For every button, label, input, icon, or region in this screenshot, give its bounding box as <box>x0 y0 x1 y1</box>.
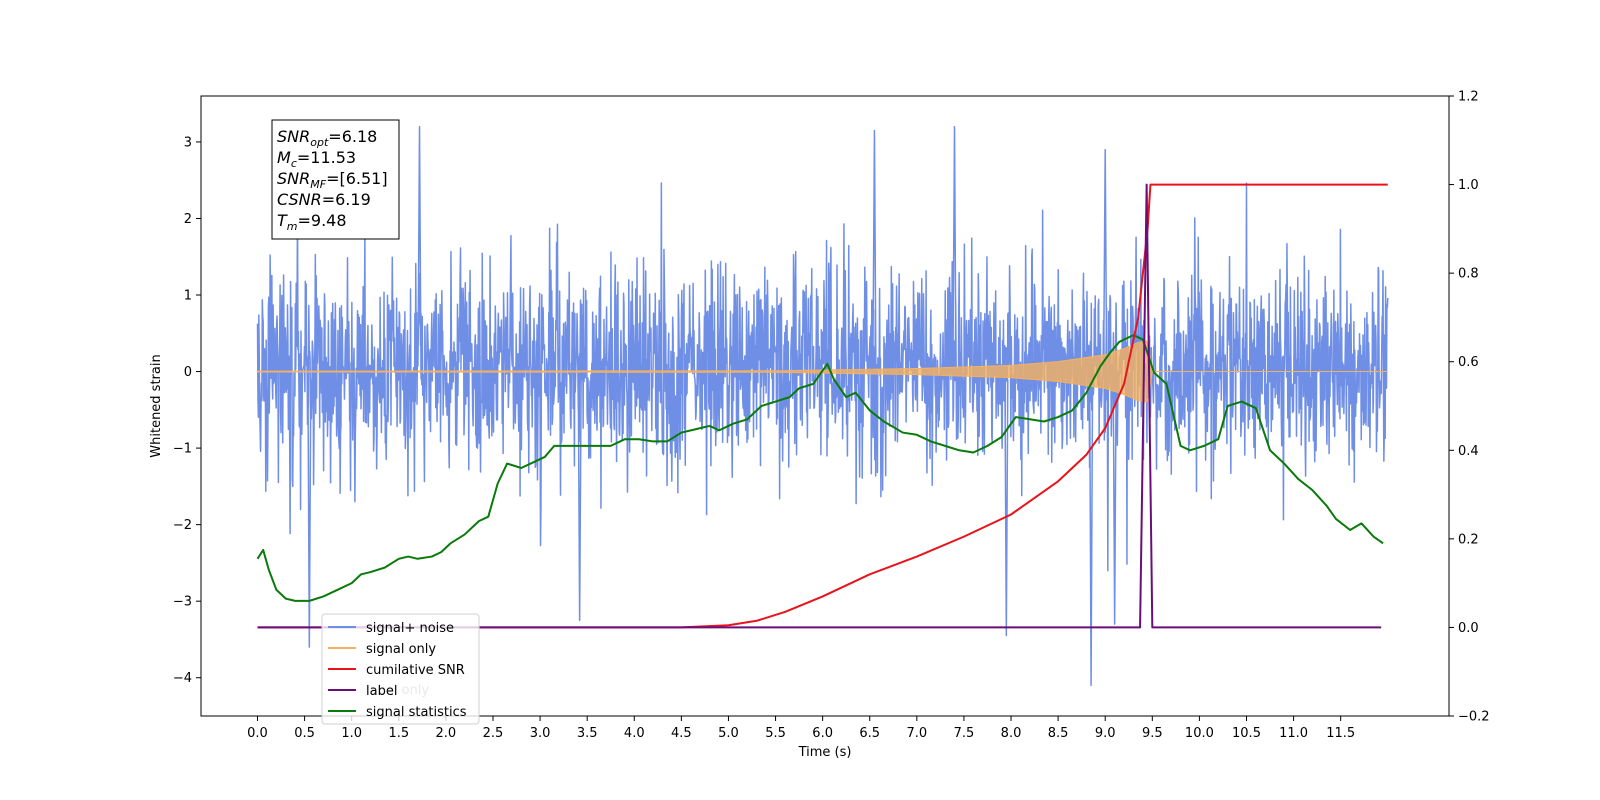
x-tick-label: 9.5 <box>1142 726 1163 741</box>
legend-entry-label: cumilative SNR <box>366 663 465 678</box>
legend-entry-label: signal+ noise <box>366 621 454 636</box>
legend-entry-label: signal only <box>366 642 436 657</box>
y-left-tick-label: −2 <box>173 518 192 533</box>
series-signal-noise <box>256 125 1389 687</box>
x-tick-label: 4.0 <box>624 726 645 741</box>
x-tick-label: 10.0 <box>1185 726 1214 741</box>
y-left-tick-label: −4 <box>173 671 192 686</box>
annotation-line: SNRopt=6.18 <box>277 127 377 149</box>
y-right-tick-label: 1.2 <box>1458 90 1479 105</box>
x-tick-label: 5.5 <box>765 726 786 741</box>
annotation-line: Mc=11.53 <box>277 148 356 170</box>
y-right-tick-label: 0.2 <box>1458 532 1479 547</box>
x-tick-label: 1.5 <box>388 726 409 741</box>
plot-area <box>256 125 1389 687</box>
y-axis-label-left: Whitened strain <box>149 354 164 457</box>
x-tick-label: 5.0 <box>718 726 739 741</box>
annotation-line: Tm=9.48 <box>277 211 347 233</box>
x-tick-label: 7.0 <box>906 726 927 741</box>
x-tick-label: 10.5 <box>1232 726 1261 741</box>
y-left-tick-label: 0 <box>184 365 192 380</box>
y-right-tick-label: −0.2 <box>1458 710 1490 725</box>
annotation-line: SNRMF=[6.51] <box>277 169 388 191</box>
x-tick-label: 8.5 <box>1048 726 1069 741</box>
x-tick-label: 11.5 <box>1326 726 1355 741</box>
legend-frame <box>321 613 480 725</box>
x-tick-label: 3.0 <box>530 726 551 741</box>
series-label <box>257 183 1382 629</box>
y-right-tick-label: 1.0 <box>1458 178 1479 193</box>
y-left-tick-label: −3 <box>173 595 192 610</box>
x-tick-label: 6.0 <box>812 726 833 741</box>
annotation-box: SNRopt=6.18Mc=11.53SNRMF=[6.51]CSNR=6.19… <box>271 119 400 240</box>
legend-entry-label: signal statistics <box>366 705 467 720</box>
x-tick-label: 2.5 <box>483 726 504 741</box>
x-axis-label: Time (s) <box>798 745 852 760</box>
x-tick-label: 9.0 <box>1095 726 1116 741</box>
series-signal-statistics <box>256 334 1384 602</box>
x-tick-label: 11.0 <box>1279 726 1308 741</box>
x-tick-label: 1.0 <box>341 726 362 741</box>
x-tick-label: 0.5 <box>294 726 315 741</box>
x-tick-label: 2.0 <box>436 726 457 741</box>
y-right-tick-label: 0.0 <box>1458 621 1479 636</box>
x-tick-label: 3.5 <box>577 726 598 741</box>
annotation-line: CSNR=6.19 <box>277 190 371 209</box>
x-tick-label: 7.5 <box>954 726 975 741</box>
x-tick-label: 6.5 <box>859 726 880 741</box>
x-tick-label: 4.5 <box>671 726 692 741</box>
annotation-frame <box>271 119 400 240</box>
axes-ticks: 0.0 0.5 1.0 1.5 2.0 2.5 3.0 3.5 4.0 4.5 5.0 5.5 6.0 6… <box>173 90 1490 742</box>
x-tick-label: 0.0 <box>247 726 268 741</box>
legend-entry-label: label <box>366 684 397 699</box>
y-right-tick-label: 0.6 <box>1458 355 1479 370</box>
series-cumulative-snr <box>257 183 1388 629</box>
y-left-tick-label: 1 <box>184 289 192 304</box>
y-right-tick-label: 0.4 <box>1458 444 1479 459</box>
y-right-tick-label: 0.8 <box>1458 267 1479 282</box>
y-left-tick-label: 2 <box>184 212 192 227</box>
x-tick-label: 8.0 <box>1001 726 1022 741</box>
axes-frame <box>200 95 1450 717</box>
y-left-tick-label: 3 <box>184 135 192 150</box>
y-left-tick-label: −1 <box>173 442 192 457</box>
